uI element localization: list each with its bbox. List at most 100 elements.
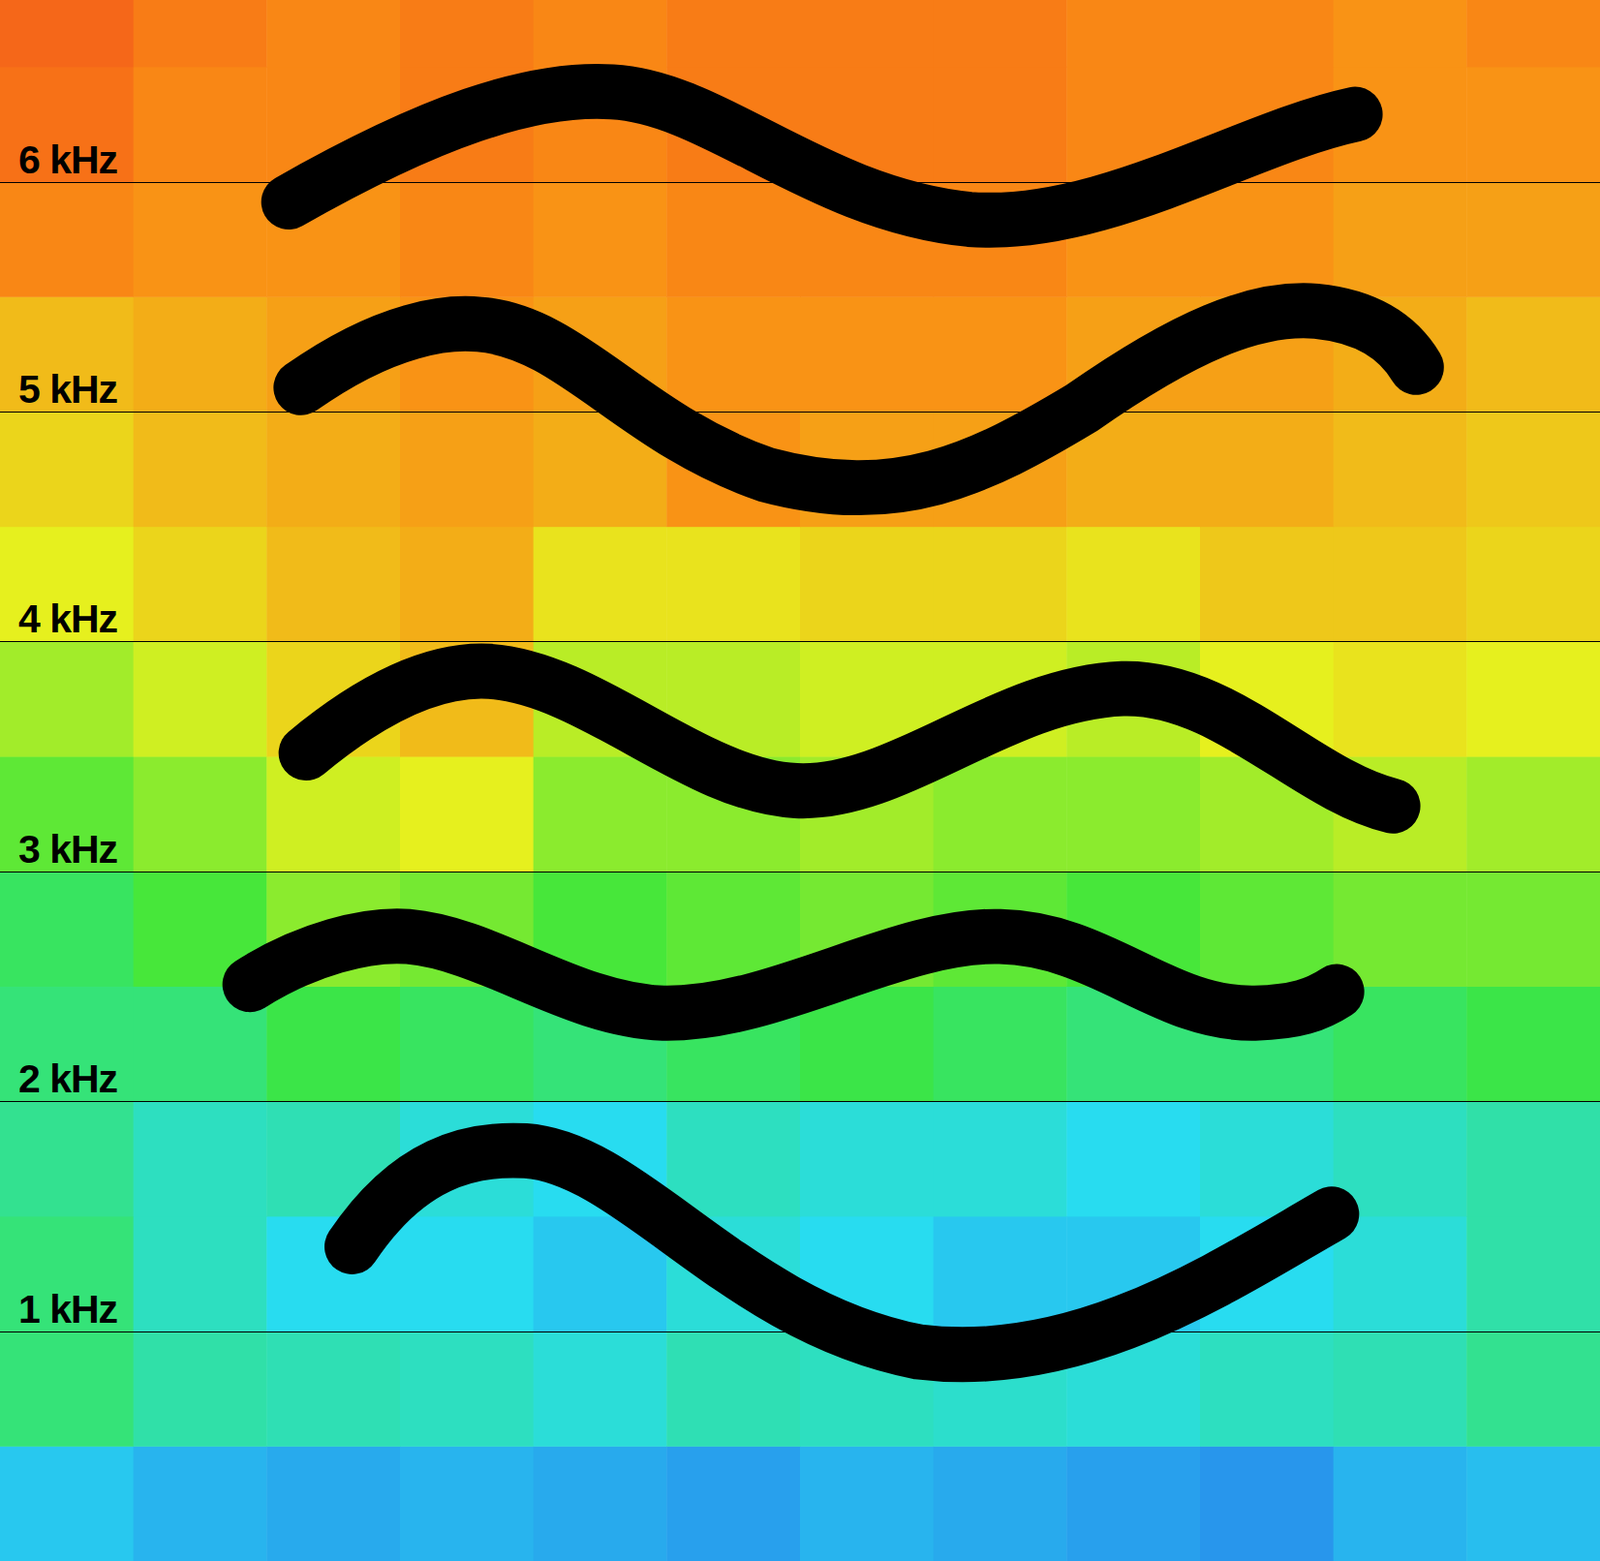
heatmap-cell (533, 756, 668, 872)
heatmap-cell (266, 1331, 400, 1447)
heatmap-cell (1200, 871, 1334, 987)
heatmap-cell (266, 526, 400, 643)
heatmap-cell (666, 1331, 800, 1447)
annotation-squiggles (249, 91, 1416, 1355)
heatmap-cell (1466, 1331, 1600, 1447)
heatmap-cell (400, 411, 534, 527)
y-tick-label: 3 kHz (18, 827, 119, 872)
heatmap-cell (1333, 1331, 1468, 1447)
heatmap-cell (133, 182, 268, 298)
heatmap-cell (1200, 1446, 1334, 1561)
heatmap-cell (266, 1446, 400, 1561)
heatmap-cell (133, 1331, 268, 1447)
y-tick-label: 6 kHz (18, 137, 119, 183)
heatmap-cell (0, 756, 134, 872)
heatmap-cell (1200, 526, 1334, 643)
heatmap-cell (1466, 1446, 1600, 1561)
heatmap-cell (400, 526, 534, 643)
heatmap-cell (666, 1446, 800, 1561)
grid-line (0, 411, 1600, 413)
heatmap-cell (933, 66, 1068, 183)
y-tick-label: 1 kHz (18, 1287, 119, 1332)
heatmap-cell (0, 1216, 134, 1332)
heatmap-cell (933, 1446, 1068, 1561)
squiggle (249, 936, 1337, 1014)
heatmap-cell (1200, 182, 1334, 298)
heatmap-cell (1466, 0, 1600, 67)
heatmap-cell (1466, 871, 1600, 987)
heatmap-cells (0, 0, 1600, 1561)
heatmap-cell (1466, 526, 1600, 643)
heatmap-cell (1333, 182, 1468, 298)
heatmap-cell (933, 526, 1068, 643)
grid-line (0, 1101, 1600, 1103)
heatmap-cell (0, 526, 134, 643)
heatmap-cell (400, 1216, 534, 1332)
heatmap-cell (800, 1446, 934, 1561)
heatmap-cell (0, 182, 134, 298)
heatmap-cell (533, 0, 668, 67)
heatmap-cell (266, 756, 400, 872)
heatmap-cell (1466, 296, 1600, 412)
grid-line (0, 641, 1600, 643)
heatmap-cell (0, 1446, 134, 1561)
heatmap-cell (933, 1216, 1068, 1332)
heatmap-cell (133, 0, 268, 67)
heatmap-cell (800, 0, 934, 67)
heatmap-cell (1200, 1331, 1334, 1447)
heatmap-cell (0, 296, 134, 412)
heatmap-cell (666, 526, 800, 643)
heatmap-cell (666, 182, 800, 298)
heatmap-cell (400, 985, 534, 1102)
y-tick-label: 4 kHz (18, 596, 119, 642)
heatmap-cell (1333, 1216, 1468, 1332)
heatmap-cell (133, 66, 268, 183)
y-tick-label: 5 kHz (18, 367, 119, 412)
heatmap-cell (800, 296, 934, 412)
y-tick-labels: 1 kHz2 kHz3 kHz4 kHz5 kHz6 kHz (18, 137, 119, 1332)
heatmap-cell (1333, 411, 1468, 527)
heatmap-cell (400, 182, 534, 298)
heatmap-cell (1333, 871, 1468, 987)
heatmap-cell (1066, 0, 1200, 67)
heatmap-cell (133, 411, 268, 527)
heatmap-cell (133, 526, 268, 643)
heatmap-cell (666, 296, 800, 412)
heatmap-cell (133, 1446, 268, 1561)
heatmap-cell (933, 1101, 1068, 1217)
heatmap-cell (1333, 0, 1468, 67)
grid-line (0, 871, 1600, 873)
heatmap-cell (133, 756, 268, 872)
heatmap-cell (933, 756, 1068, 872)
heatmap-cell (1066, 756, 1200, 872)
heatmap-cell (133, 1101, 268, 1217)
heatmap-cell (1066, 1101, 1200, 1217)
heatmap-cell (1466, 411, 1600, 527)
heatmap-cell (800, 1101, 934, 1217)
heatmap-cell (400, 756, 534, 872)
heatmap-cell (266, 985, 400, 1102)
heatmap-cell (1333, 1446, 1468, 1561)
heatmap-cell (1333, 641, 1468, 757)
heatmap-cell (400, 1446, 534, 1561)
heatmap-cell (666, 1101, 800, 1217)
heatmap-cell (933, 985, 1068, 1102)
heatmap-cell (0, 0, 134, 67)
squiggle (351, 1150, 1331, 1355)
heatmap-cell (1333, 526, 1468, 643)
heatmap-cell (533, 526, 668, 643)
heatmap-cell (266, 0, 400, 67)
heatmap-cell (400, 0, 534, 67)
heatmap-cell (1200, 0, 1334, 67)
heatmap-cell (1466, 1216, 1600, 1332)
heatmap-cell (666, 0, 800, 67)
heatmap-cell (400, 1331, 534, 1447)
heatmap-cell (266, 411, 400, 527)
heatmap-cell (0, 411, 134, 527)
heatmap-cell (1466, 985, 1600, 1102)
heatmap-cell (1466, 756, 1600, 872)
heatmap-cell (800, 526, 934, 643)
heatmap-cell (0, 871, 134, 987)
heatmap-cell (933, 0, 1068, 67)
heatmap-cell (1466, 182, 1600, 298)
